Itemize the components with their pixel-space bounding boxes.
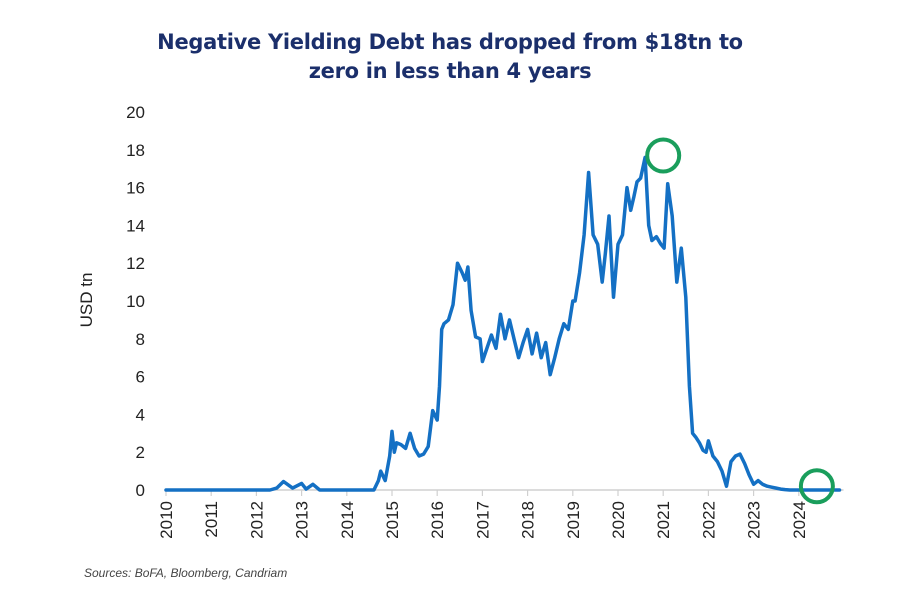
x-tick-label: 2019 [564,501,583,539]
series-line [164,155,842,492]
annotation-layer [645,137,835,505]
x-tick-label: 2022 [699,501,718,539]
x-tick-label: 2011 [202,501,221,538]
y-tick-label: 6 [136,368,145,387]
x-tick-label: 2017 [473,501,492,539]
y-tick-label: 0 [136,481,145,500]
x-tick-label: 2023 [745,501,764,539]
x-tick-label: 2018 [519,501,538,539]
y-axis: 0 2 4 6 8 10 12 14 16 18 20 [126,103,145,500]
y-tick-label: 4 [136,405,145,424]
highlight-circle [798,468,835,505]
x-tick-label: 2014 [338,501,357,539]
chart-title-line-1: Negative Yielding Debt has dropped from … [157,30,743,54]
y-axis-label: USD tn [77,273,96,328]
y-tick-label: 14 [126,216,145,235]
source-note: Sources: BoFA, Bloomberg, Candriam [84,566,288,580]
chart-title-line-2: zero in less than 4 years [308,59,592,83]
y-tick-label: 2 [136,443,145,462]
x-tick-label: 2024 [790,501,809,539]
y-tick-label: 18 [126,141,145,160]
y-tick-label: 10 [126,292,145,311]
x-axis: 2010 2011 2012 2013 2014 2015 2016 2017 2018 2019… [157,489,844,539]
x-tick-label: 2013 [293,501,312,539]
x-tick-label: 2012 [247,501,266,539]
y-tick-label: 16 [126,179,145,198]
x-tick-label: 2016 [428,501,447,539]
highlight-circle [645,137,682,174]
x-tick-label: 2010 [157,501,176,539]
y-tick-label: 12 [126,254,145,273]
y-tick-label: 20 [126,103,145,122]
x-tick-label: 2015 [383,501,402,539]
chart-title: Negative Yielding Debt has dropped from … [0,28,900,86]
series-layer [164,155,842,492]
x-tick-label: 2021 [654,501,673,539]
y-tick-label: 8 [136,330,145,349]
x-tick-label: 2020 [609,501,628,539]
